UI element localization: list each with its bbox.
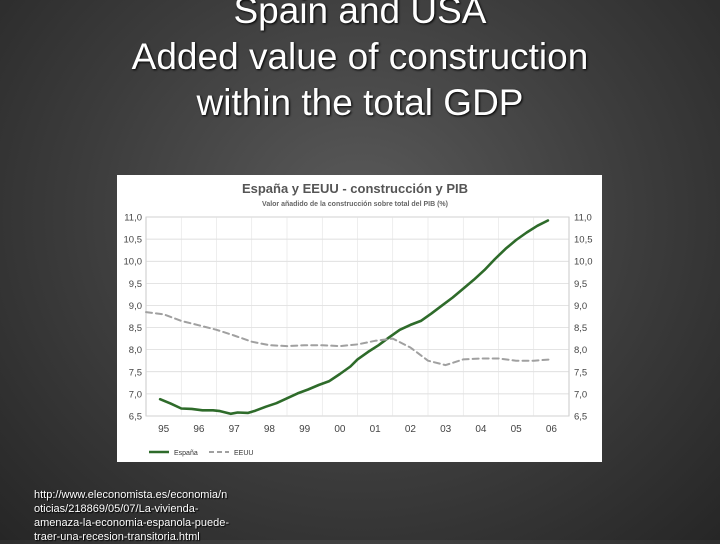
series-line-usa (145, 311, 553, 367)
x-tick-label: 06 (546, 424, 558, 435)
y-tick-label-right: 11,0 (574, 213, 592, 224)
y-tick-label-left: 9,0 (129, 301, 142, 312)
y-tick-label-right: 8,0 (574, 345, 587, 356)
chart-image: España y EEUU - construcción y PIB Valor… (117, 175, 602, 462)
series-line-spain (158, 219, 550, 416)
y-tick-label-right: 9,0 (574, 301, 587, 312)
y-tick-label-right: 7,0 (574, 389, 587, 400)
legend-label-spain: España (174, 450, 198, 457)
source-line-3: amenaza-la-economia-espanola-puede- (34, 517, 230, 529)
x-tick-label: 96 (193, 424, 205, 435)
x-tick-label: 99 (299, 424, 311, 435)
x-tick-label: 04 (475, 424, 487, 435)
title-line-1: Spain and USA (233, 0, 487, 31)
legend-label-usa: EEUU (234, 450, 253, 457)
y-tick-label-left: 9,5 (129, 279, 142, 290)
x-tick-label: 03 (440, 424, 452, 435)
chart-subtitle: Valor añadido de la construcción sobre t… (262, 201, 448, 208)
source-line-1: http://www.eleconomista.es/economia/n (34, 489, 228, 501)
source-line-4: traer-una-recesion-transitoria.html (34, 531, 200, 543)
x-tick-label: 98 (264, 424, 276, 435)
y-tick-label-right: 8,5 (574, 323, 587, 334)
x-tick-label: 05 (511, 424, 523, 435)
x-tick-label: 01 (370, 424, 382, 435)
y-tick-label-right: 6,5 (574, 412, 587, 423)
y-tick-label-right: 7,5 (574, 367, 587, 378)
x-tick-label: 00 (334, 424, 346, 435)
title-line-2: Added value of construction (131, 36, 589, 77)
y-tick-label-left: 7,0 (129, 389, 142, 400)
x-tick-label: 97 (229, 424, 241, 435)
y-tick-label-right: 10,5 (574, 235, 593, 246)
title-line-3: within the total GDP (196, 82, 524, 123)
source-line-2: oticias/218869/05/07/La-vivienda- (34, 503, 199, 515)
chart-title: España y EEUU - construcción y PIB (242, 181, 468, 196)
y-tick-label-right: 10,0 (574, 257, 593, 268)
y-tick-label-left: 7,5 (129, 367, 142, 378)
y-tick-label-right: 9,5 (574, 279, 587, 290)
construction-gdp-chart: España y EEUU - construcción y PIB Valor… (124, 181, 593, 457)
y-tick-label-left: 6,5 (129, 412, 142, 423)
y-tick-label-left: 8,5 (129, 323, 142, 334)
slide-title: Spain and USA Added value of constructio… (0, 0, 720, 126)
y-tick-label-left: 10,0 (124, 257, 143, 268)
y-tick-label-left: 8,0 (129, 345, 142, 356)
x-tick-label: 02 (405, 424, 417, 435)
y-tick-label-left: 10,5 (124, 235, 143, 246)
source-link[interactable]: http://www.eleconomista.es/economia/n ot… (34, 488, 274, 544)
y-tick-label-left: 11,0 (124, 213, 142, 224)
x-tick-label: 95 (158, 424, 170, 435)
